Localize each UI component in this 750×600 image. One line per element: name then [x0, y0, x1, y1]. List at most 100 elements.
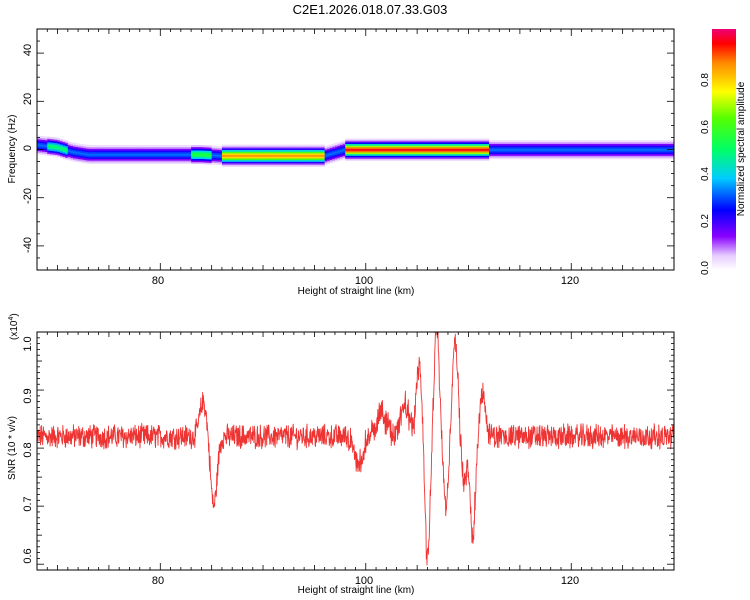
- spectrogram-cell: [517, 148, 521, 151]
- spectrogram-cell: [519, 148, 523, 151]
- spectrogram-cell: [555, 155, 559, 158]
- spectrogram-cell: [414, 138, 418, 141]
- spectrogram-cell: [358, 148, 362, 151]
- spectrogram-cell: [437, 158, 441, 161]
- spectrogram-cell: [560, 143, 564, 146]
- spectrogram-cell: [501, 140, 505, 143]
- spectrogram-cell: [224, 161, 228, 164]
- spectrogram-cell: [627, 146, 631, 150]
- spectrogram-cell: [653, 150, 657, 153]
- spectrogram-cell: [429, 143, 433, 146]
- spectrogram-cell: [355, 157, 359, 160]
- spectrogram-cell: [98, 156, 102, 159]
- spectrogram-cell: [599, 143, 603, 146]
- spectrogram-cell: [563, 141, 567, 144]
- spectrogram-cell: [478, 152, 482, 155]
- spectrogram-cell: [203, 145, 207, 148]
- spectrogram-cell: [512, 146, 516, 150]
- spectrogram-cell: [329, 149, 333, 152]
- spectrogram-cell: [540, 157, 544, 160]
- spectrogram-cell: [232, 149, 236, 152]
- spectrogram-cell: [227, 158, 231, 161]
- spectrogram-cell: [340, 158, 344, 161]
- spectrogram-cell: [98, 153, 102, 156]
- spectrogram-cell: [327, 150, 331, 153]
- spectrogram-cell: [83, 144, 87, 147]
- spectrogram-cell: [265, 151, 269, 154]
- spectrogram-cell: [216, 159, 220, 162]
- spectrogram-cell: [622, 155, 626, 158]
- spectrogram-cell: [535, 150, 539, 153]
- spectrogram-cell: [263, 163, 266, 166]
- spectrogram-cell: [476, 140, 480, 143]
- spectrogram-cell: [160, 155, 164, 158]
- spectrogram-cell: [391, 157, 395, 160]
- spectrogram-cell: [219, 157, 223, 161]
- spectrogram-cell: [586, 145, 590, 148]
- spectrogram-cell: [340, 141, 344, 144]
- spectrogram-cell: [198, 161, 202, 164]
- spectrogram-cell: [591, 140, 595, 143]
- spectrogram-cell: [663, 140, 667, 143]
- spectrogram-cell: [563, 152, 567, 155]
- spectrogram-cell: [612, 140, 616, 143]
- spectrogram-cell: [70, 155, 74, 158]
- spectrogram-cell: [114, 155, 118, 158]
- spectrogram-cell: [440, 145, 444, 148]
- spectrogram-cell: [37, 138, 40, 142]
- spectrogram-cell: [471, 148, 475, 151]
- spectrogram-cell: [499, 152, 503, 155]
- spectrogram-cell: [661, 141, 665, 144]
- spectrogram-cell: [630, 141, 634, 144]
- spectrogram-cell: [458, 155, 462, 158]
- snr-xtick-120: 120: [561, 575, 579, 587]
- spectrogram-cell: [239, 154, 243, 157]
- spectrogram-cell: [90, 145, 94, 148]
- spectrogram-cell: [70, 154, 74, 157]
- spectrogram-cell: [584, 155, 588, 158]
- spectrogram-cell: [437, 146, 441, 150]
- spectrogram-cell: [471, 146, 475, 150]
- spectrogram-cell: [263, 161, 266, 164]
- spectrogram-cell: [129, 160, 133, 163]
- spectrogram-cell: [489, 145, 493, 148]
- spectrogram-cell: [435, 148, 439, 151]
- spectrogram-cell: [396, 158, 400, 161]
- spectrogram-cell: [219, 154, 223, 157]
- spectrogram-cell: [250, 159, 254, 162]
- spectrogram-cell: [106, 158, 110, 161]
- spectrogram-cell: [540, 141, 544, 144]
- spectrogram-cell: [327, 145, 331, 148]
- spectrogram-cell: [614, 141, 618, 144]
- spectrogram-cell: [519, 153, 523, 156]
- spectrogram-cell: [468, 153, 472, 156]
- spectrogram-cell: [47, 146, 51, 149]
- spectrogram-cell: [440, 138, 444, 141]
- spectrogram-cell: [537, 152, 541, 155]
- spectrogram-cell: [666, 141, 670, 144]
- spectrogram-cell: [412, 158, 415, 161]
- spectrogram-cell: [632, 153, 636, 156]
- spectrogram-cell: [234, 156, 238, 159]
- spectrogram-cell: [54, 137, 58, 140]
- spectrogram-cell: [309, 151, 313, 154]
- spectrogram-cell: [360, 146, 364, 150]
- spectrogram-cell: [147, 158, 151, 161]
- spectrogram-cell: [594, 153, 598, 156]
- spectrogram-cell: [39, 140, 43, 143]
- spectrogram-cell: [132, 156, 136, 159]
- spectrogram-cell: [242, 154, 246, 157]
- spectrogram-cell: [550, 152, 554, 155]
- spectrogram-cell: [584, 157, 588, 160]
- spectrogram-cell: [455, 152, 459, 155]
- spectrogram-cell: [645, 153, 649, 156]
- spectrogram-cell: [98, 145, 102, 148]
- spectrogram-cell: [42, 144, 46, 147]
- spectrogram-cell: [427, 152, 431, 155]
- spectrogram-cell: [160, 161, 164, 164]
- spectrogram-cell: [388, 145, 392, 148]
- spectrogram-cell: [111, 156, 115, 159]
- spectrogram-cell: [352, 145, 356, 148]
- spectrogram-cell: [460, 150, 464, 153]
- spectrogram-cell: [281, 147, 284, 151]
